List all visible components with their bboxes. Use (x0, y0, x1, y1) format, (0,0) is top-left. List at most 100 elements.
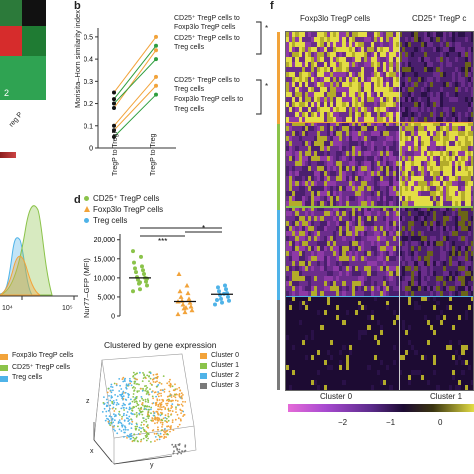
heat-cell (314, 176, 318, 182)
heat-cell (339, 111, 343, 117)
heat-cell (361, 151, 365, 157)
heat-cell (398, 96, 403, 102)
heat-cell (386, 156, 390, 162)
scatter-point (153, 391, 156, 394)
heat-cell (467, 101, 472, 107)
heat-cell (326, 156, 331, 162)
heat-cell (339, 66, 343, 73)
heat-cell (389, 96, 393, 102)
heat-cell (289, 126, 293, 132)
scatter-point (150, 408, 152, 411)
heat-cell (345, 116, 350, 122)
heat-cell (467, 161, 472, 167)
scatter-point (179, 389, 182, 392)
scatter-point (180, 395, 183, 398)
heat-cell (333, 51, 337, 58)
heat-cell (336, 86, 340, 93)
heat-cell (320, 76, 324, 83)
scatter-point (160, 408, 163, 411)
heat-cell (433, 81, 437, 88)
heat-cell (351, 36, 356, 43)
heat-cell (395, 171, 400, 177)
heat-cell (307, 66, 312, 73)
heat-cell (383, 146, 387, 152)
heat-cell (411, 51, 415, 58)
heat-cell (373, 116, 378, 122)
scatter-point (106, 417, 108, 420)
heat-cell (342, 76, 346, 83)
panel-b-ylabel: Morisita–Horn similarity index (73, 10, 82, 108)
heat-cell (336, 141, 340, 147)
scatter-point (159, 402, 161, 405)
heat-cell (448, 36, 453, 43)
scatter-point (128, 403, 130, 406)
heat-cell (376, 32, 381, 38)
heat-cell (455, 111, 459, 117)
scatter-point (181, 397, 183, 400)
heat-cell (364, 66, 368, 73)
heat-cell (298, 51, 303, 58)
scatter-point (176, 400, 179, 402)
heat-cell (386, 106, 390, 112)
heat-cell (445, 176, 450, 182)
heat-cell (329, 161, 334, 167)
scatter-point (151, 391, 153, 393)
legend-swatch (200, 353, 207, 359)
heat-cell (467, 121, 472, 127)
heat-cell (317, 136, 321, 142)
heat-cell (376, 46, 381, 53)
heat-cell (445, 81, 450, 88)
heat-cell (461, 81, 465, 88)
heat-cell (364, 121, 368, 127)
legend-label: Cluster 1 (211, 362, 240, 369)
heat-cell (304, 81, 309, 88)
heat-cell (420, 36, 425, 43)
heat-cell (398, 51, 403, 58)
heat-cell (383, 126, 387, 132)
heat-cell (439, 76, 444, 83)
scatter-point (130, 427, 133, 429)
data-point (224, 287, 228, 292)
heat-cell (307, 71, 312, 78)
heat-cell (455, 86, 459, 93)
scatter-point (178, 444, 181, 446)
heat-cell (411, 176, 415, 182)
heat-cell (411, 41, 415, 48)
data-point (188, 303, 194, 309)
heat-cell (433, 136, 437, 142)
scatter-point (123, 436, 125, 438)
heat-cell (439, 41, 444, 48)
heat-cell (392, 32, 397, 38)
heat-cell (392, 136, 397, 142)
heat-cell (420, 96, 425, 102)
heat-cell (304, 131, 309, 137)
heat-cell (348, 161, 353, 167)
heat-cell (354, 56, 359, 63)
heat-cell (455, 116, 459, 122)
heat-cell (458, 41, 462, 48)
heat-cell (292, 166, 296, 172)
data-point (141, 268, 145, 273)
heat-cell (411, 36, 415, 43)
heat-cell (436, 81, 440, 88)
heat-cell (370, 96, 375, 102)
heat-cell (307, 166, 312, 172)
scatter-point (128, 419, 131, 421)
heat-cell (383, 96, 387, 102)
heat-cell (289, 71, 293, 78)
heat-cell (301, 131, 306, 137)
heat-cell (367, 141, 371, 147)
scatter-point (161, 421, 164, 424)
heat-cell (298, 76, 303, 83)
heat-cell (326, 136, 331, 142)
heat-cell (383, 106, 387, 112)
heat-cell (342, 51, 346, 58)
heat-cell (292, 91, 296, 98)
scatter-point (112, 406, 115, 409)
legend-label: Cluster 2 (211, 372, 240, 379)
heat-cell (411, 171, 415, 177)
heat-cell (414, 96, 418, 102)
heat-cell (433, 36, 437, 43)
heat-cell (326, 46, 331, 53)
heat-cell (317, 61, 321, 68)
